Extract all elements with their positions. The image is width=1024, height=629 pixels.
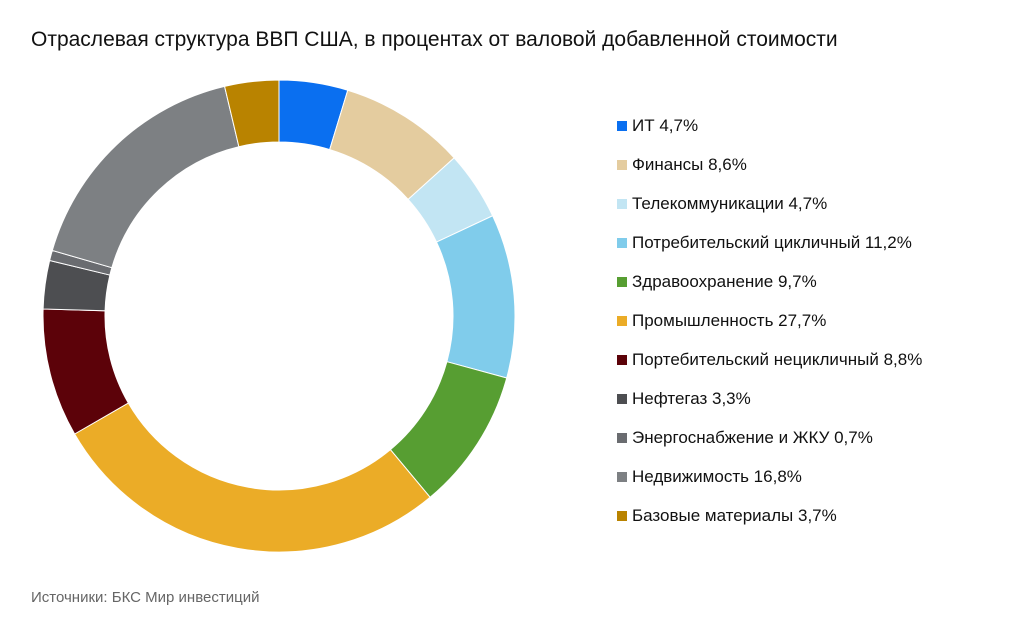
chart-title: Отраслевая структура ВВП США, в процента… [31, 28, 838, 51]
legend-swatch [617, 471, 627, 482]
legend-label: Нефтегаз 3,3% [632, 388, 751, 408]
legend-label: Базовые материалы 3,7% [632, 505, 837, 525]
legend-label: ИТ 4,7% [632, 115, 699, 135]
legend-swatch [617, 510, 627, 521]
legend-label: Потребительский цикличный 11,2% [632, 232, 912, 252]
legend-item: Здравоохранение 9,7% [617, 262, 922, 301]
donut-slice-5 [73, 402, 431, 553]
donut-slice-3 [435, 215, 516, 379]
legend-item: Потребительский цикличный 11,2% [617, 223, 922, 262]
legend-swatch [617, 393, 627, 404]
legend-label: Промышленность 27,7% [632, 310, 827, 330]
legend-item: Телекоммуникации 4,7% [617, 184, 922, 223]
donut-chart [42, 79, 516, 553]
legend-label: Здравоохранение 9,7% [632, 271, 817, 291]
legend-label: Энергоснабжение и ЖКУ 0,7% [632, 427, 873, 447]
legend-item: Нефтегаз 3,3% [617, 379, 922, 418]
legend-swatch [617, 276, 627, 287]
legend-label: Финансы 8,6% [632, 154, 747, 174]
legend-item: Энергоснабжение и ЖКУ 0,7% [617, 418, 922, 457]
legend: ИТ 4,7% Финансы 8,6% Телекоммуникации 4,7%… [617, 106, 922, 535]
legend-label: Недвижимость 16,8% [632, 466, 802, 486]
legend-swatch [617, 432, 627, 443]
donut-slice-9 [51, 85, 240, 269]
legend-item: ИТ 4,7% [617, 106, 922, 145]
legend-item: Недвижимость 16,8% [617, 457, 922, 496]
legend-label: Телекоммуникации 4,7% [632, 193, 828, 213]
legend-item: Финансы 8,6% [617, 145, 922, 184]
legend-item: Промышленность 27,7% [617, 301, 922, 340]
legend-item: Базовые материалы 3,7% [617, 496, 922, 535]
legend-item: Портебительский нецикличный 8,8% [617, 340, 922, 379]
legend-label: Портебительский нецикличный 8,8% [632, 349, 923, 369]
source-note: Источники: БКС Мир инвестиций [31, 589, 260, 606]
legend-swatch [617, 237, 627, 248]
legend-swatch [617, 354, 627, 365]
donut-slice-10 [223, 79, 280, 148]
legend-swatch [617, 159, 627, 170]
legend-swatch [617, 315, 627, 326]
legend-swatch [617, 198, 627, 209]
legend-swatch [617, 120, 627, 131]
